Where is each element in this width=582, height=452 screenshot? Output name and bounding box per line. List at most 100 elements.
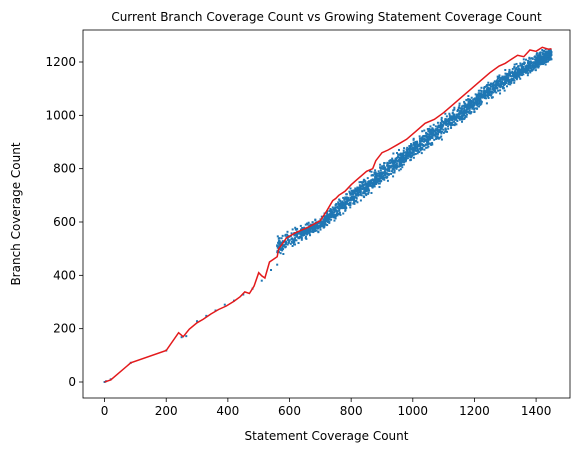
- scatter-point: [480, 102, 483, 105]
- scatter-point: [521, 73, 524, 76]
- scatter-point: [452, 109, 455, 112]
- scatter-point: [543, 55, 546, 58]
- scatter-point: [434, 135, 437, 138]
- scatter-point: [312, 226, 315, 229]
- scatter-point: [444, 121, 447, 124]
- scatter-point: [462, 111, 465, 114]
- scatter-point: [358, 187, 361, 190]
- scatter-point: [397, 153, 400, 156]
- scatter-point: [446, 130, 449, 133]
- scatter-point: [291, 228, 294, 231]
- scatter-point: [513, 79, 516, 82]
- scatter-point: [486, 86, 489, 89]
- scatter-point: [491, 88, 494, 91]
- scatter-point: [398, 160, 401, 163]
- scatter-point: [431, 133, 434, 136]
- scatter-point: [465, 98, 468, 101]
- scatter-point: [511, 67, 514, 70]
- scatter-point: [276, 263, 279, 266]
- scatter-point: [469, 112, 472, 115]
- scatter-point: [475, 96, 478, 99]
- scatter-point: [427, 142, 430, 145]
- scatter-point: [450, 122, 453, 125]
- scatter-point: [414, 144, 417, 147]
- scatter-point: [532, 65, 535, 68]
- scatter-point: [512, 78, 515, 81]
- scatter-point: [463, 110, 466, 113]
- scatter-point: [416, 140, 419, 143]
- scatter-point: [392, 164, 395, 167]
- scatter-point: [422, 138, 425, 141]
- scatter-point: [531, 57, 534, 60]
- scatter-point: [444, 128, 447, 131]
- scatter-point: [277, 240, 280, 243]
- scatter-point: [440, 132, 443, 135]
- scatter-point: [488, 89, 491, 92]
- scatter-point: [281, 244, 284, 247]
- scatter-point: [432, 128, 435, 131]
- scatter-point: [473, 108, 476, 111]
- scatter-point: [349, 206, 352, 209]
- scatter-point: [438, 126, 441, 129]
- scatter-point: [507, 73, 510, 76]
- scatter-point: [316, 224, 319, 227]
- scatter-point: [288, 240, 291, 243]
- scatter-point: [386, 172, 389, 175]
- scatter-point: [462, 112, 465, 115]
- scatter-point: [402, 160, 405, 163]
- scatter-point: [529, 60, 532, 63]
- scatter-point: [427, 140, 430, 143]
- scatter-point: [386, 175, 389, 178]
- scatter-point: [395, 162, 398, 165]
- scatter-point: [535, 53, 538, 56]
- scatter-point: [543, 61, 546, 64]
- scatter-point: [381, 172, 384, 175]
- scatter-point: [359, 192, 362, 195]
- scatter-point: [538, 58, 541, 61]
- scatter-point: [483, 86, 486, 89]
- scatter-point: [287, 238, 290, 241]
- scatter-point: [527, 69, 530, 72]
- scatter-point: [300, 238, 303, 241]
- scatter-point: [354, 196, 357, 199]
- scatter-point: [442, 124, 445, 127]
- scatter-point: [103, 381, 106, 383]
- scatter-point: [513, 66, 516, 69]
- scatter-point: [506, 79, 509, 82]
- scatter-point: [390, 164, 393, 167]
- scatter-point: [281, 234, 284, 237]
- scatter-point: [386, 179, 389, 182]
- scatter-point: [298, 231, 301, 234]
- scatter-point: [349, 187, 352, 190]
- scatter-point: [406, 149, 409, 152]
- scatter-point: [492, 83, 495, 86]
- scatter-point: [470, 99, 473, 102]
- scatter-point: [526, 64, 529, 67]
- scatter-point: [286, 233, 289, 236]
- scatter-point: [499, 81, 502, 84]
- scatter-point: [391, 159, 394, 162]
- scatter-point: [545, 58, 548, 61]
- scatter-point: [511, 73, 514, 76]
- scatter-point: [491, 84, 494, 87]
- scatter-point: [499, 78, 502, 81]
- scatter-point: [505, 74, 508, 77]
- scatter-point: [458, 102, 461, 105]
- scatter-point: [458, 112, 461, 115]
- scatter-point: [366, 186, 369, 189]
- scatter-point: [358, 184, 361, 187]
- scatter-point: [540, 63, 543, 66]
- scatter-point: [378, 172, 381, 175]
- scatter-point: [260, 279, 263, 282]
- scatter-point: [496, 77, 499, 80]
- scatter-point: [462, 104, 465, 107]
- scatter-point: [392, 171, 395, 174]
- x-tick-label: 200: [155, 404, 178, 418]
- scatter-point: [426, 128, 429, 131]
- scatter-point: [454, 116, 457, 119]
- scatter-point: [376, 172, 379, 175]
- scatter-point: [532, 68, 535, 71]
- scatter-point: [379, 177, 382, 180]
- scatter-point: [486, 92, 489, 95]
- scatter-point: [508, 70, 511, 73]
